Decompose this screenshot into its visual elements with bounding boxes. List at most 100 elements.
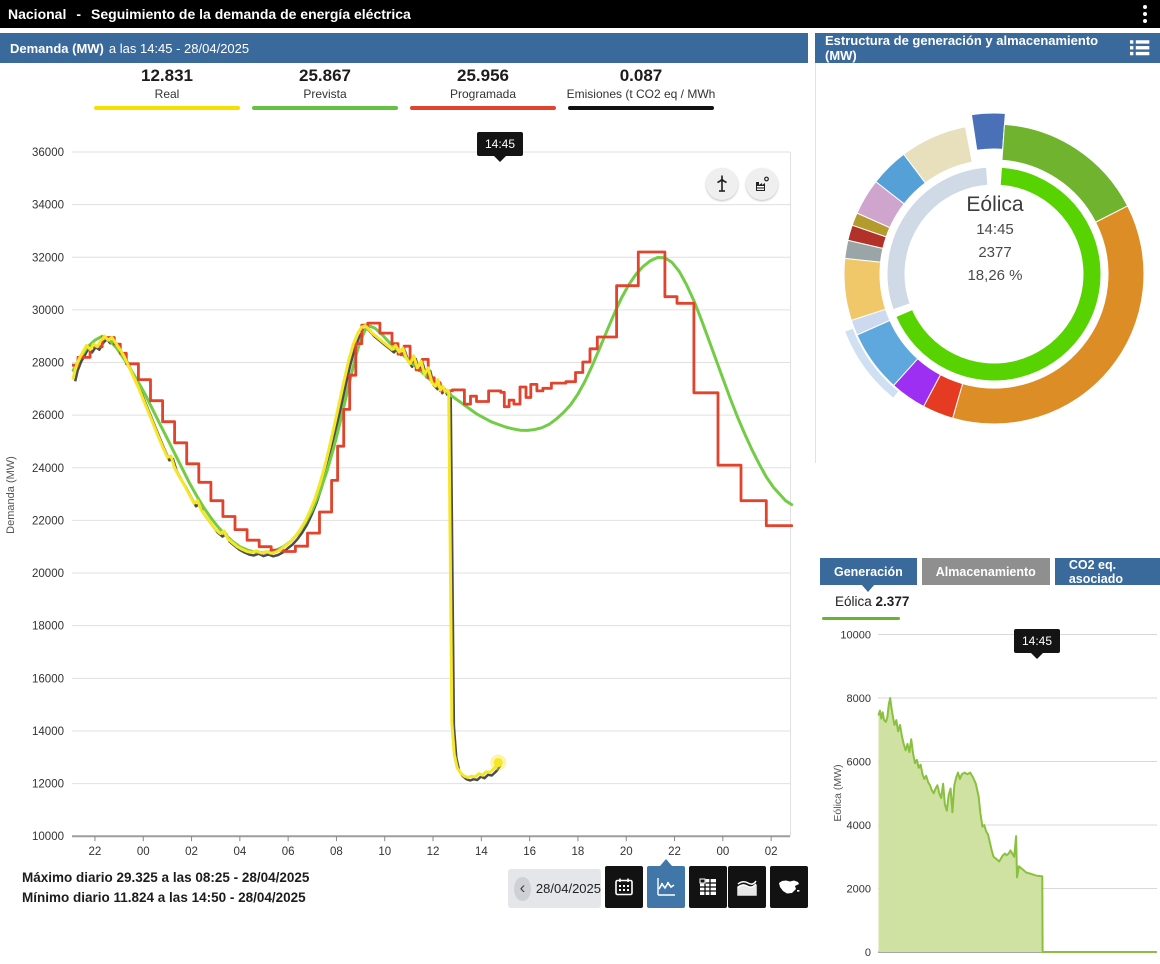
legend-label-prevista: Prevista <box>303 87 347 101</box>
svg-text:28000: 28000 <box>32 358 64 370</box>
svg-text:00: 00 <box>716 846 729 858</box>
spain-map-icon <box>779 880 800 894</box>
tab-generacion[interactable]: Generación <box>820 558 917 592</box>
generation-header-title: Estructura de generación y almacenamient… <box>825 33 1099 63</box>
svg-text:6000: 6000 <box>847 757 871 769</box>
wind-toggle-button[interactable] <box>706 168 738 200</box>
eolica-series-label[interactable]: Eólica 2.377 <box>835 594 909 609</box>
panel-divider <box>815 63 816 463</box>
list-icon[interactable] <box>1129 39 1150 57</box>
prev-day-button[interactable]: ‹ <box>514 876 531 901</box>
daily-max: Máximo diario 29.325 a las 08:25 - 28/04… <box>22 870 310 885</box>
calendar-button[interactable] <box>605 866 643 908</box>
svg-text:32000: 32000 <box>32 252 64 264</box>
generation-donut-chart[interactable] <box>815 70 1160 470</box>
svg-text:22: 22 <box>89 846 102 858</box>
donut-center-label: Eólica <box>966 193 1024 216</box>
svg-text:18: 18 <box>572 846 585 858</box>
donut-center-percent: 18,26 % <box>967 267 1023 284</box>
svg-text:00: 00 <box>137 846 150 858</box>
legend-item-real[interactable]: 12.831 Real <box>88 66 246 110</box>
svg-text:04: 04 <box>233 846 246 858</box>
donut-center-info: Eólica 14:45 2377 18,26 % <box>915 192 1075 287</box>
svg-text:8000: 8000 <box>847 693 871 705</box>
svg-text:10000: 10000 <box>32 831 64 843</box>
svg-text:02: 02 <box>185 846 198 858</box>
generation-tabs: Generación Almacenamiento CO2 eq. asocia… <box>820 558 1160 592</box>
daily-min: Mínimo diario 11.824 a las 14:50 - 28/04… <box>22 890 306 905</box>
svg-text:10: 10 <box>378 846 391 858</box>
svg-text:4000: 4000 <box>847 820 871 832</box>
tab-almacenamiento[interactable]: Almacenamiento <box>921 558 1050 585</box>
top-bar: Nacional - Seguimiento de la demanda de … <box>0 0 1160 28</box>
svg-text:36000: 36000 <box>32 147 64 159</box>
svg-text:12: 12 <box>427 846 440 858</box>
demand-header-title: Demanda (MW) <box>10 40 104 56</box>
legend-item-programada[interactable]: 25.956 Programada <box>404 66 562 110</box>
legend-color-real <box>94 106 240 110</box>
legend-value-real: 12.831 <box>141 66 193 85</box>
svg-text:20: 20 <box>620 846 633 858</box>
current-date: 28/04/2025 <box>535 881 601 896</box>
demand-legend: 12.831 Real 25.867 Prevista 25.956 Progr… <box>0 66 808 110</box>
legend-value-emisiones: 0.087 <box>619 66 663 85</box>
legend-item-prevista[interactable]: 25.867 Prevista <box>246 66 404 110</box>
line-chart-icon <box>657 878 675 896</box>
svg-text:24000: 24000 <box>32 463 64 475</box>
svg-text:10000: 10000 <box>840 630 871 642</box>
svg-text:06: 06 <box>282 846 295 858</box>
demand-tooltip: 14:45 <box>477 132 524 162</box>
donut-center-value: 2377 <box>978 244 1012 261</box>
svg-text:0: 0 <box>865 947 871 959</box>
line-chart-view-button[interactable] <box>647 859 685 908</box>
series-name: Eólica <box>835 594 872 609</box>
eolica-tooltip: 14:45 <box>1014 629 1061 659</box>
stacked-area-view-button[interactable] <box>728 866 766 908</box>
demand-panel-header: Demanda (MW) a las 14:45 - 28/04/2025 <box>0 33 808 63</box>
eolica-area-chart[interactable]: 10000 8000 6000 4000 2000 0 Eólica (MW) <box>815 618 1160 964</box>
svg-text:22000: 22000 <box>32 515 64 527</box>
calendar-icon <box>615 878 633 896</box>
svg-text:08: 08 <box>330 846 343 858</box>
svg-text:30000: 30000 <box>32 305 64 317</box>
svg-text:16: 16 <box>523 846 536 858</box>
svg-text:20000: 20000 <box>32 568 64 580</box>
svg-text:Eólica (MW): Eólica (MW) <box>832 764 844 821</box>
legend-color-prevista <box>252 106 398 110</box>
wind-turbine-icon <box>717 175 727 192</box>
legend-label-programada: Programada <box>449 87 517 101</box>
map-view-button[interactable] <box>770 866 808 908</box>
region-label: Nacional <box>8 6 67 22</box>
svg-text:16000: 16000 <box>32 673 64 685</box>
stacked-area-icon <box>737 880 757 896</box>
legend-value-programada: 25.956 <box>457 66 509 85</box>
table-view-button[interactable] <box>689 866 727 908</box>
svg-text:2000: 2000 <box>847 884 871 896</box>
svg-text:14: 14 <box>475 846 488 858</box>
demand-header-subtitle: a las 14:45 - 28/04/2025 <box>108 40 250 56</box>
svg-text:34000: 34000 <box>32 200 64 212</box>
title-separator: - <box>76 6 82 22</box>
date-picker[interactable]: ‹ 28/04/2025 <box>508 869 601 908</box>
thermal-toggle-button[interactable] <box>746 168 778 200</box>
daily-extremes: Máximo diario 29.325 a las 08:25 - 28/04… <box>22 868 309 908</box>
svg-text:12000: 12000 <box>32 779 64 791</box>
eolica-series-underline <box>822 617 900 620</box>
legend-color-programada <box>410 106 556 110</box>
series-value: 2.377 <box>875 594 910 609</box>
legend-color-emisiones <box>568 106 714 110</box>
kebab-menu-icon[interactable] <box>1136 3 1154 25</box>
donut-center-time: 14:45 <box>976 221 1014 238</box>
svg-text:22: 22 <box>668 846 681 858</box>
page-title: Seguimiento de la demanda de energía elé… <box>91 6 411 22</box>
legend-label-emisiones: Emisiones (t CO2 eq / MWh <box>566 87 716 101</box>
demand-chart[interactable]: 3600034000320003000028000260002400022000… <box>0 115 808 860</box>
generation-panel-header: Estructura de generación y almacenamient… <box>815 33 1160 63</box>
legend-value-prevista: 25.867 <box>299 66 351 85</box>
tab-co2-asociado[interactable]: CO2 eq. asociado <box>1054 558 1160 586</box>
legend-item-emisiones[interactable]: 0.087 Emisiones (t CO2 eq / MWh <box>562 66 720 110</box>
table-icon <box>699 878 716 895</box>
svg-text:26000: 26000 <box>32 410 64 422</box>
svg-text:02: 02 <box>765 846 778 858</box>
